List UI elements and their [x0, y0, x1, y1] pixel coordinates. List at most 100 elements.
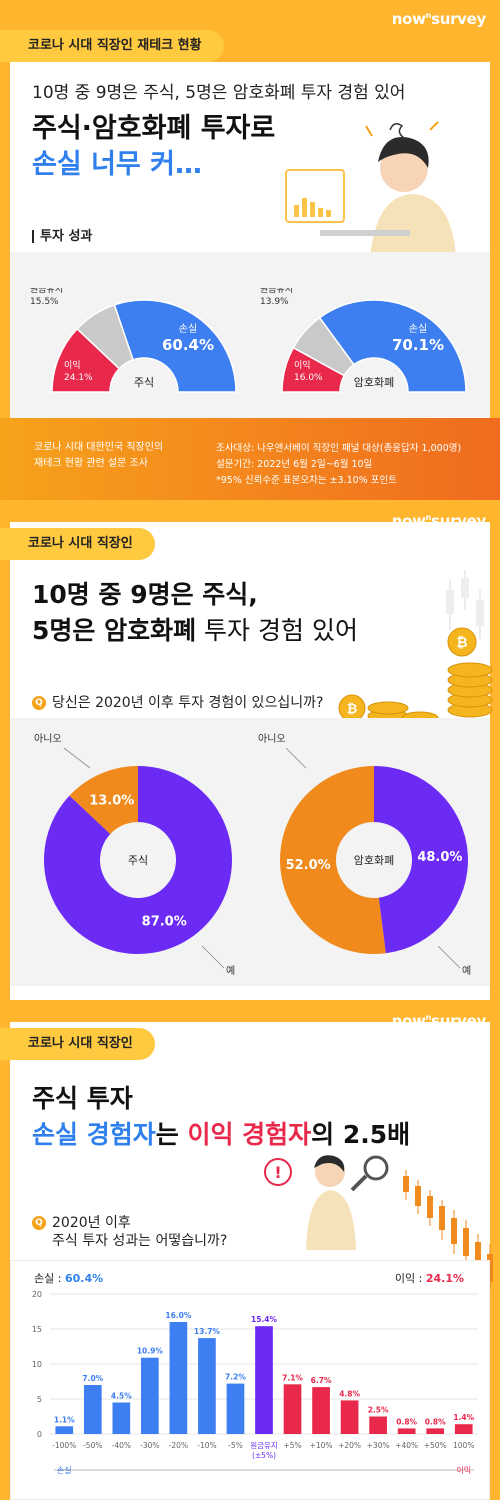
x-tick-label: 100% [453, 1441, 474, 1450]
yes-value: 87.0% [142, 915, 187, 930]
no-segment [69, 766, 138, 834]
bar [283, 1384, 302, 1434]
x-tick-label: -40% [112, 1441, 131, 1450]
y-tick-label: 10 [32, 1360, 42, 1369]
donut-center-label: 주식 [134, 376, 154, 389]
laptop-screen-icon [285, 169, 345, 223]
bar-value-label: 7.2% [225, 1373, 246, 1382]
bar [255, 1326, 273, 1434]
brand-logo: nownsurvey [391, 10, 487, 28]
yes-value: 48.0% [417, 850, 462, 865]
yes-leader-line [437, 945, 461, 969]
y-tick-label: 5 [37, 1395, 42, 1404]
survey-info-target: 조사대상: 나우앤서베이 직장인 패널 대상(총응답자 1,000명) [216, 443, 462, 454]
bar-value-label: 0.8% [425, 1417, 446, 1426]
section-investment-results: nownsurvey 코로나 시대 직장인 재테크 현황 10명 중 9명은 주… [0, 0, 500, 500]
yes-segment [43, 766, 233, 954]
section1-label: 투자 성과 [32, 230, 92, 243]
no-value: 52.0% [286, 858, 331, 873]
x-tick-label: +40% [395, 1441, 418, 1450]
bar [141, 1357, 159, 1434]
bar-value-label: 6.7% [311, 1376, 332, 1385]
gain-label: 이익 [64, 359, 81, 371]
svg-text:₿: ₿ [347, 702, 358, 717]
x-tick-label: -100% [52, 1441, 76, 1450]
bar-chart-panel [10, 1260, 490, 1500]
axis-gain-label: 이익 [456, 1465, 471, 1475]
donut-center-label: 주식 [128, 854, 148, 867]
x-tick-label: -5% [228, 1441, 243, 1450]
bar [198, 1338, 216, 1434]
x-tick-label: +10% [310, 1441, 333, 1450]
loss-label: 손실 [409, 323, 427, 335]
gain-value: 24.1% [64, 373, 93, 383]
x-tick-label: 원금유지 [250, 1441, 278, 1450]
bar [226, 1383, 245, 1434]
survey-info-left: 코로나 시대 대한민국 직장인의 재테크 현황 관련 설문 조사 [34, 442, 164, 469]
loss-value: 70.1% [392, 336, 444, 354]
section1-title-line1: 주식·암호화폐 투자로 [32, 113, 276, 144]
survey-info-period: 설문기간: 2022년 6월 2일~6월 10일 [216, 459, 373, 470]
section1-title-line2-text: 손실 너무 커 [32, 149, 175, 180]
loss-segment [318, 299, 467, 393]
keep-value: 15.5% [30, 297, 59, 307]
loss-summary: 손실 : 60.4% [34, 1272, 104, 1285]
loss-value: 60.4% [162, 336, 214, 354]
keep-label: 원금유지 [260, 288, 293, 295]
bar [83, 1385, 102, 1434]
section1-title-line2: 손실 너무 커… [32, 148, 202, 182]
survey-info-band: 코로나 시대 대한민국 직장인의 재테크 현황 관련 설문 조사 조사대상: 나… [0, 418, 500, 500]
donut-center-label: 암호화폐 [354, 854, 394, 867]
bar-value-label: 0.8% [396, 1417, 417, 1426]
gain-summary-value: 24.1% [425, 1272, 464, 1285]
section3-title-line1: 주식 투자 [32, 1084, 133, 1113]
investor-magnifier-illustration: ! [264, 1155, 493, 1290]
x-tick-label: +5% [283, 1441, 301, 1450]
x-tick-label: -10% [197, 1441, 216, 1450]
bar [312, 1387, 330, 1434]
section3-title-loss: 손실 경험자 [32, 1120, 156, 1149]
section3-question-line2: 주식 투자 성과는 어떻습니까? [52, 1233, 228, 1249]
section2-title-line2: 5명은 암호화폐 투자 경험 있어 [32, 614, 358, 648]
axis-loss-label: 손실 [57, 1465, 72, 1475]
section2-title-line1: 10명 중 9명은 주식, [32, 580, 258, 609]
section1-title-ellipsis: … [175, 149, 202, 180]
section-investment-experience: nownsurvey 코로나 시대 직장인 10명 중 9명은 주식, 5명은 … [0, 500, 500, 1000]
y-tick-label: 15 [32, 1325, 42, 1334]
section3-tag: 코로나 시대 직장인 [0, 1028, 155, 1060]
section3-title-mid: 는 [155, 1120, 188, 1149]
x-tick-label: +20% [338, 1441, 361, 1450]
bar [340, 1400, 359, 1434]
no-leader-line [285, 747, 307, 769]
section3-title-end: 의 2.5배 [311, 1120, 411, 1149]
gain-label: 이익 [294, 359, 311, 371]
yes-leader-line [201, 945, 225, 969]
bar [397, 1428, 416, 1434]
loss-label: 손실 [179, 323, 197, 335]
yes-segment [374, 766, 469, 954]
bar [112, 1402, 131, 1434]
bar-value-label: 15.4% [251, 1315, 278, 1324]
stressed-worker-illustration [285, 121, 456, 258]
bar-value-label: 7.0% [82, 1374, 103, 1383]
section2-tag: 코로나 시대 직장인 [0, 528, 155, 560]
keep-label: 원금유지 [30, 288, 63, 295]
yes-label: 예 [226, 965, 235, 977]
bar [369, 1416, 387, 1434]
bar-value-label: 13.7% [194, 1327, 221, 1336]
yes-label: 예 [462, 965, 471, 977]
section3-question: Q 2020년 이후 주식 투자 성과는 어떻습니까? [32, 1214, 227, 1250]
donut-center-label: 암호화폐 [354, 376, 394, 389]
section2-question: Q 당신은 2020년 이후 투자 경험이 있으십니까? [32, 692, 323, 712]
y-tick-label: 20 [32, 1290, 42, 1299]
bar-value-label: 1.1% [54, 1415, 75, 1424]
section1-subtitle: 10명 중 9명은 주식, 5명은 암호화폐 투자 경험 있어 [32, 83, 406, 103]
no-label: 아니오 [258, 733, 286, 745]
stock-performance-bar-chart: 0 5 10 15 20 1.1% -100% 7.0% -50% 4.5% -40% 10.9% -3… [32, 1290, 478, 1475]
bar-value-label: 2.5% [368, 1406, 389, 1415]
x-tick-label: +50% [424, 1441, 447, 1450]
bar-value-label: 10.9% [137, 1347, 164, 1356]
